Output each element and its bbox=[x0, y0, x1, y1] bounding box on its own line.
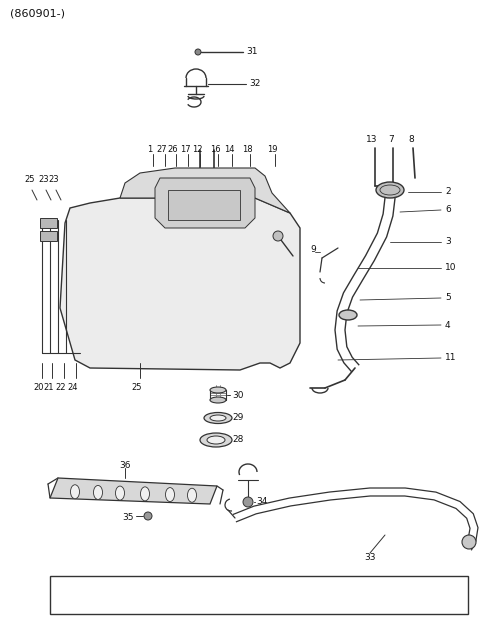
Text: 25: 25 bbox=[132, 384, 142, 392]
Text: 27: 27 bbox=[156, 145, 168, 155]
Ellipse shape bbox=[204, 412, 232, 424]
Ellipse shape bbox=[339, 310, 357, 320]
Text: 36: 36 bbox=[119, 462, 131, 470]
Text: 33: 33 bbox=[364, 553, 376, 562]
Circle shape bbox=[462, 535, 476, 549]
Text: 21: 21 bbox=[44, 384, 54, 392]
Polygon shape bbox=[168, 190, 240, 220]
Text: 23: 23 bbox=[39, 175, 49, 185]
Text: 18: 18 bbox=[242, 145, 252, 155]
Text: 17: 17 bbox=[180, 145, 190, 155]
Text: APPLICATION: APPLICATION bbox=[300, 578, 357, 588]
Ellipse shape bbox=[210, 387, 226, 393]
Text: 4: 4 bbox=[445, 321, 451, 329]
Polygon shape bbox=[155, 178, 255, 228]
Text: 10: 10 bbox=[445, 263, 456, 273]
Text: 1: 1 bbox=[147, 145, 153, 155]
Ellipse shape bbox=[141, 487, 149, 501]
Text: 9: 9 bbox=[310, 245, 316, 255]
Text: 26: 26 bbox=[168, 145, 178, 155]
Circle shape bbox=[273, 231, 283, 241]
Text: 25: 25 bbox=[74, 598, 84, 607]
Polygon shape bbox=[40, 218, 57, 228]
Text: 7: 7 bbox=[388, 135, 394, 145]
Text: 30: 30 bbox=[232, 391, 243, 399]
Circle shape bbox=[144, 512, 152, 520]
Text: 31181-21100S: 31181-21100S bbox=[120, 598, 176, 607]
Text: 14: 14 bbox=[224, 145, 234, 155]
Circle shape bbox=[195, 49, 201, 55]
Text: 16: 16 bbox=[210, 145, 220, 155]
Ellipse shape bbox=[71, 485, 80, 499]
Text: 22: 22 bbox=[56, 384, 66, 392]
Text: 8: 8 bbox=[408, 135, 414, 145]
Text: 32: 32 bbox=[249, 79, 260, 89]
Ellipse shape bbox=[207, 436, 225, 444]
Text: 28: 28 bbox=[232, 436, 243, 444]
Text: 2: 2 bbox=[445, 187, 451, 197]
Text: 6: 6 bbox=[445, 205, 451, 215]
Text: 11: 11 bbox=[445, 354, 456, 363]
Text: KEY NO.: KEY NO. bbox=[61, 578, 96, 588]
Text: 20: 20 bbox=[34, 384, 44, 392]
Text: 25: 25 bbox=[25, 175, 35, 185]
Ellipse shape bbox=[210, 397, 226, 403]
Text: 31: 31 bbox=[246, 47, 257, 57]
Text: 12: 12 bbox=[192, 145, 202, 155]
FancyBboxPatch shape bbox=[50, 576, 468, 614]
Text: To replace 31151-21100(311A, KEY NO.1): To replace 31151-21100(311A, KEY NO.1) bbox=[192, 593, 343, 599]
Text: 13: 13 bbox=[366, 135, 378, 145]
Text: with 31150-21110(311B, KEY NO.1): with 31150-21110(311B, KEY NO.1) bbox=[192, 604, 321, 610]
Ellipse shape bbox=[116, 486, 124, 500]
Polygon shape bbox=[120, 168, 290, 213]
Text: 5: 5 bbox=[445, 293, 451, 303]
Text: 3: 3 bbox=[445, 238, 451, 246]
Ellipse shape bbox=[94, 485, 103, 499]
Text: 23: 23 bbox=[48, 175, 60, 185]
Polygon shape bbox=[50, 478, 217, 504]
Text: 35: 35 bbox=[122, 514, 134, 522]
Ellipse shape bbox=[200, 433, 232, 447]
Ellipse shape bbox=[210, 415, 226, 421]
Ellipse shape bbox=[376, 182, 404, 198]
Polygon shape bbox=[60, 198, 300, 370]
Ellipse shape bbox=[188, 488, 196, 502]
Polygon shape bbox=[40, 231, 57, 241]
Text: 19: 19 bbox=[267, 145, 277, 155]
Ellipse shape bbox=[166, 487, 175, 502]
Text: 34: 34 bbox=[256, 497, 267, 507]
Text: (860901-): (860901-) bbox=[10, 9, 65, 19]
Text: 29: 29 bbox=[232, 414, 243, 422]
Circle shape bbox=[243, 497, 253, 507]
Text: 24: 24 bbox=[68, 384, 78, 392]
Text: PART NO: PART NO bbox=[129, 578, 167, 588]
